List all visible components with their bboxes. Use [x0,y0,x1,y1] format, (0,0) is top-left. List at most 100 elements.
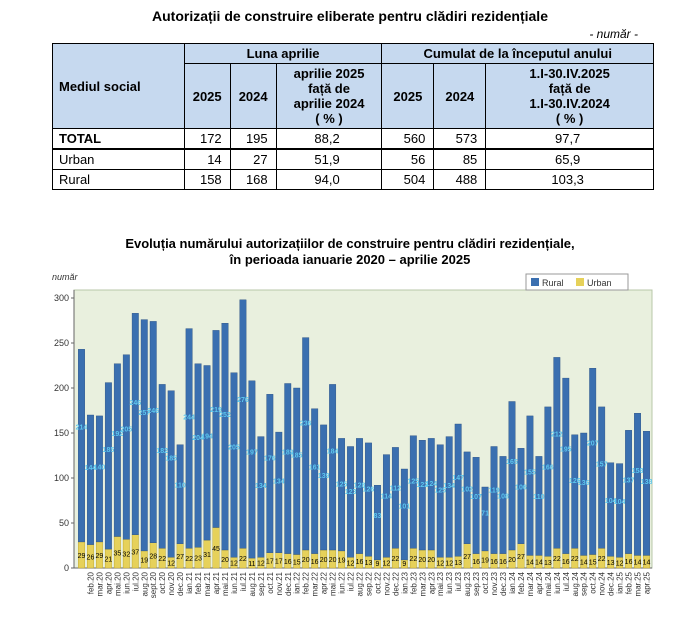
data-label-urban: 12 [347,561,355,568]
data-label-urban: 14 [634,560,642,567]
x-tick-label: apr.20 [104,571,113,594]
bar-rural [194,363,202,548]
bar-rural [176,444,184,544]
bar-rural [382,454,390,558]
x-tick-label: nov.21 [275,571,284,595]
bar-rural [311,408,319,554]
x-tick-label: mai.22 [329,571,338,596]
x-tick-label: mar.24 [526,571,535,596]
data-label-rural: 205 [120,427,132,434]
data-label-rural: 125 [407,479,419,486]
x-tick-label: mai.24 [544,571,553,596]
x-tick-label: dec.20 [176,571,185,596]
x-tick-label: dec.22 [391,571,400,596]
x-tick-label: sep.24 [580,571,589,596]
data-label-urban: 12 [383,561,391,568]
header-pct-cum: 1.I-30.IV.2025 față de 1.I-30.IV.2024 ( … [485,63,654,129]
data-label-urban: 13 [365,560,373,567]
data-label-rural: 182 [156,448,168,455]
data-label-urban: 9 [402,561,406,568]
data-label-urban: 22 [553,556,561,563]
data-label-urban: 22 [571,556,579,563]
data-label-urban: 20 [329,557,337,564]
data-label-rural: 104 [605,498,617,505]
table-row: Urban 14 27 51,9 56 85 65,9 [52,148,654,170]
data-label-urban: 19 [338,557,346,564]
data-label-rural: 123 [345,489,357,496]
cell: 103,3 [485,169,654,190]
legend-label-rural: Rural [542,278,564,288]
x-tick-label: apr.25 [643,571,652,594]
data-label-rural: 114 [381,494,392,501]
data-label-rural: 139 [318,473,330,480]
bar-rural [230,372,238,558]
header-cumulat: Cumulat de la începutul anului [381,43,654,64]
data-label-urban: 15 [293,559,301,566]
data-label-rural: 125 [434,488,446,495]
header-mediu-social: Mediul social [52,43,185,129]
data-label-rural: 219 [210,407,222,414]
x-tick-label: mai.23 [436,571,445,596]
chart-title: Evoluția numărului autorizațiilor de con… [0,236,700,268]
x-tick-label: nov.22 [382,571,391,595]
bar-rural [463,451,471,544]
data-label-rural: 136 [578,480,590,487]
row-label: TOTAL [52,128,185,150]
header-2025: 2025 [183,63,231,129]
x-tick-label: mar.23 [418,571,427,596]
cell: 168 [229,169,277,190]
bar-rural [508,401,516,551]
data-label-rural: 112 [390,486,401,493]
data-label-rural: 244 [183,414,195,421]
bar-rural [149,321,157,543]
data-label-urban: 27 [463,554,471,561]
bar-rural [167,390,175,558]
legend-swatch-rural [531,278,539,286]
data-label-rural: 102 [461,487,473,494]
data-label-rural: 134 [273,478,285,485]
data-label-rural: 207 [587,441,599,448]
bar-rural [580,432,588,556]
header-pct-luna-line: aprilie 2025 [293,66,365,81]
x-tick-label: iun.24 [553,571,562,593]
table-subheader-row: 2025 2024 aprilie 2025 față de aprilie 2… [53,63,654,129]
header-pct-luna-line: aprilie 2024 [293,96,365,111]
x-tick-label: oct.20 [158,571,167,593]
data-label-rural: 144 [85,465,97,472]
data-label-urban: 12 [257,561,265,568]
x-tick-label: ian.25 [616,571,625,593]
data-label-urban: 11 [248,561,255,568]
data-label-urban: 12 [230,561,238,568]
x-tick-label: feb.21 [194,571,203,594]
cell: 97,7 [485,128,654,150]
data-label-rural: 137 [623,478,635,485]
data-label-urban: 19 [140,557,148,564]
data-label-urban: 12 [436,561,444,568]
data-label-rural: 140 [94,464,106,471]
bar-rural [562,377,570,554]
data-label-urban: 13 [544,560,552,567]
data-label-urban: 20 [320,557,328,564]
data-label-rural: 104 [614,499,626,506]
data-label-rural: 246 [129,400,141,407]
x-tick-label: iun.22 [338,571,347,593]
cell: 504 [381,169,435,190]
data-label-urban: 28 [149,553,157,560]
data-label-urban: 9 [376,561,380,568]
x-tick-label: iul.20 [131,571,140,591]
table-row: TOTAL 172 195 88,2 560 573 97,7 [52,128,654,150]
x-tick-label: oct.23 [481,571,490,593]
bar-rural [499,456,507,554]
cell: 51,9 [275,148,383,170]
data-label-urban: 16 [562,559,570,566]
bar-rural [275,431,283,553]
x-tick-label: mai.21 [221,571,230,596]
cell: 88,2 [275,128,383,150]
data-label-rural: 134 [443,483,455,490]
bar-rural [607,462,615,557]
bar-rural [445,436,453,558]
bar-rural [248,380,256,559]
data-label-urban: 20 [427,557,435,564]
x-tick-label: ian.24 [508,571,517,593]
data-label-rural: 155 [524,470,536,477]
